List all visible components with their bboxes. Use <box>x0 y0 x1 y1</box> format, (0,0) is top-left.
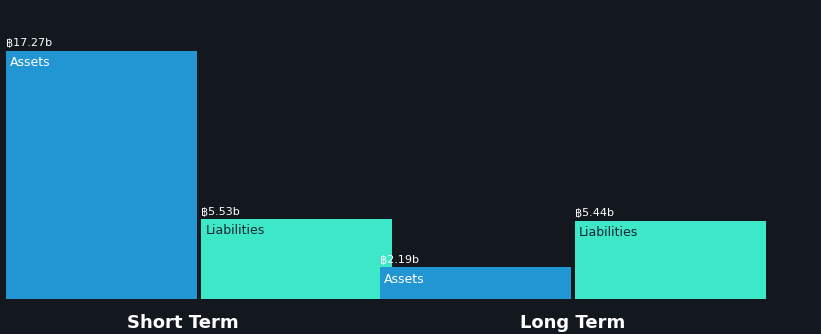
Text: Short Term: Short Term <box>127 314 239 332</box>
Bar <box>575 221 766 299</box>
Text: ฿17.27b: ฿17.27b <box>7 38 53 48</box>
Text: Assets: Assets <box>384 273 424 286</box>
Text: Liabilities: Liabilities <box>579 226 639 239</box>
Text: Long Term: Long Term <box>521 314 626 332</box>
Bar <box>201 219 392 299</box>
Text: ฿5.53b: ฿5.53b <box>201 206 240 216</box>
Text: ฿2.19b: ฿2.19b <box>380 255 419 265</box>
Bar <box>380 268 571 299</box>
Text: Assets: Assets <box>10 56 51 69</box>
Text: Liabilities: Liabilities <box>205 224 264 237</box>
Text: ฿5.44b: ฿5.44b <box>575 208 614 218</box>
Bar <box>7 51 197 299</box>
